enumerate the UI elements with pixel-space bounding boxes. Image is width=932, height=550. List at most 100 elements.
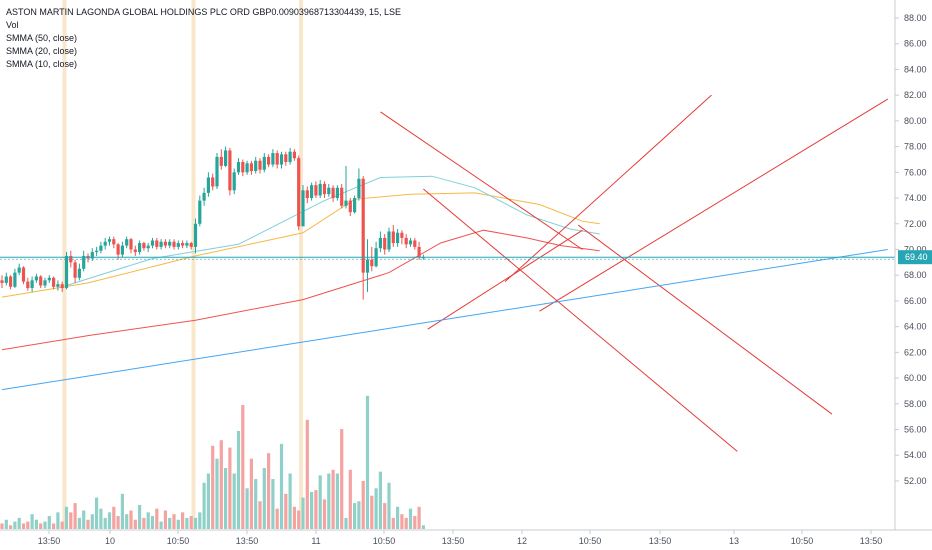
candle[interactable] xyxy=(297,155,301,231)
smma50-line[interactable] xyxy=(1,229,600,351)
candle[interactable] xyxy=(176,240,180,250)
candle[interactable] xyxy=(189,241,193,250)
candle[interactable] xyxy=(60,281,64,292)
candle[interactable] xyxy=(181,240,185,249)
candle[interactable] xyxy=(47,275,51,283)
candle[interactable] xyxy=(26,277,30,291)
candle[interactable] xyxy=(13,268,17,289)
trend-lines[interactable] xyxy=(1,94,889,452)
candle[interactable] xyxy=(73,259,77,283)
candle[interactable] xyxy=(344,165,348,209)
candle[interactable] xyxy=(146,243,150,253)
legend-smma-50[interactable]: SMMA (50, close) xyxy=(6,33,78,43)
candle[interactable] xyxy=(30,276,34,292)
candle[interactable] xyxy=(292,149,296,161)
candle[interactable] xyxy=(288,147,292,165)
candle[interactable] xyxy=(198,195,202,227)
candle[interactable] xyxy=(0,275,4,289)
candle[interactable] xyxy=(34,273,38,283)
price-axis[interactable]: 88.00 86.00 84.00 82.00 80.00 78.00 76.00 74.00… xyxy=(895,13,927,486)
legend-smma-20[interactable]: SMMA (20, close) xyxy=(6,46,78,56)
candle[interactable] xyxy=(236,158,241,175)
time-axis[interactable]: 13:50 10 10:50 13:50 11 10:50 13:50 12 10:50 13:5… xyxy=(38,530,883,546)
candle[interactable] xyxy=(142,241,146,251)
candle[interactable] xyxy=(241,159,245,177)
candle[interactable] xyxy=(327,183,331,197)
candle[interactable] xyxy=(172,239,176,250)
candle[interactable] xyxy=(39,275,43,289)
trend-line-red[interactable] xyxy=(427,229,583,330)
candle[interactable] xyxy=(112,236,116,249)
candle[interactable] xyxy=(163,239,167,249)
candle[interactable] xyxy=(69,250,73,268)
candle[interactable] xyxy=(348,198,352,217)
smma20-line[interactable] xyxy=(1,192,600,298)
candle[interactable] xyxy=(279,151,284,169)
candle[interactable] xyxy=(138,240,142,255)
candle[interactable] xyxy=(219,149,223,170)
candle[interactable] xyxy=(224,146,228,168)
candle[interactable] xyxy=(99,241,103,254)
candle[interactable] xyxy=(206,172,210,197)
candle[interactable] xyxy=(211,173,215,191)
candle[interactable] xyxy=(254,156,258,174)
candle[interactable] xyxy=(361,176,365,300)
candle[interactable] xyxy=(95,246,99,256)
candle[interactable] xyxy=(168,239,172,249)
candle[interactable] xyxy=(56,280,60,291)
candle[interactable] xyxy=(391,225,395,247)
candle[interactable] xyxy=(408,237,413,247)
candle[interactable] xyxy=(120,241,124,258)
candle[interactable] xyxy=(404,234,408,249)
candle[interactable] xyxy=(245,160,249,175)
candle[interactable] xyxy=(215,153,219,190)
trend-line-red[interactable] xyxy=(539,98,889,312)
candle[interactable] xyxy=(357,168,361,201)
candle[interactable] xyxy=(413,237,417,250)
candle[interactable] xyxy=(64,252,69,290)
candle[interactable] xyxy=(387,227,391,253)
candle[interactable] xyxy=(133,245,137,256)
candle[interactable] xyxy=(370,246,374,272)
candle[interactable] xyxy=(185,240,189,249)
candle[interactable] xyxy=(314,181,318,199)
candle[interactable] xyxy=(267,154,271,168)
candle[interactable] xyxy=(262,153,266,173)
candle[interactable] xyxy=(43,277,47,289)
candle[interactable] xyxy=(228,147,232,196)
candle[interactable] xyxy=(271,149,275,168)
candle[interactable] xyxy=(322,181,327,199)
candle[interactable] xyxy=(335,185,339,201)
candle[interactable] xyxy=(150,237,155,249)
candle[interactable] xyxy=(365,239,370,292)
candle[interactable] xyxy=(396,228,400,247)
candle[interactable] xyxy=(77,263,81,281)
candle[interactable] xyxy=(193,218,198,254)
trend-line-red[interactable] xyxy=(504,94,712,283)
candle[interactable] xyxy=(383,234,387,255)
candle[interactable] xyxy=(331,185,335,202)
candle[interactable] xyxy=(21,266,26,285)
candle[interactable] xyxy=(125,236,129,249)
candle[interactable] xyxy=(305,186,309,204)
candle[interactable] xyxy=(378,231,382,253)
candle[interactable] xyxy=(275,150,279,169)
trend-line-blue[interactable] xyxy=(1,248,888,391)
candle[interactable] xyxy=(9,275,13,290)
trend-line-red[interactable] xyxy=(380,111,583,250)
candle[interactable] xyxy=(202,187,206,206)
candle[interactable] xyxy=(310,182,314,201)
candle[interactable] xyxy=(340,183,344,209)
candle[interactable] xyxy=(301,185,305,227)
legend-smma-10[interactable]: SMMA (10, close) xyxy=(6,59,78,69)
candle[interactable] xyxy=(107,236,112,246)
candle[interactable] xyxy=(249,160,253,175)
candle[interactable] xyxy=(353,195,357,214)
candle[interactable] xyxy=(129,237,133,254)
candle[interactable] xyxy=(318,180,322,199)
candle[interactable] xyxy=(155,237,159,250)
candle[interactable] xyxy=(284,151,288,166)
candle[interactable] xyxy=(159,239,163,250)
